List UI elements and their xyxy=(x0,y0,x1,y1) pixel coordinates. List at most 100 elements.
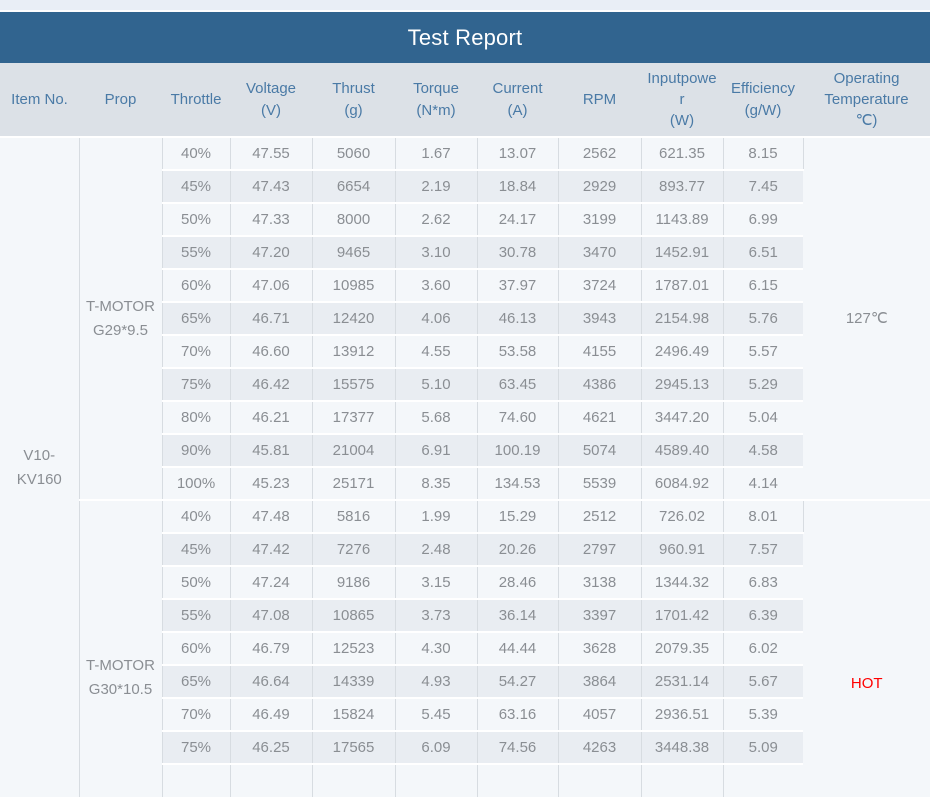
thrust-cell: 25171 xyxy=(312,466,396,500)
table-row: 45% 47.43 6654 2.19 18.84 2929 893.77 7.45 xyxy=(0,169,930,203)
current-cell: 24.17 xyxy=(477,202,559,236)
thrust-cell: 21004 xyxy=(312,433,396,467)
inputpower-cell: 1143.89 xyxy=(641,202,724,236)
rpm-cell: 5074 xyxy=(558,433,642,467)
efficiency-cell: 6.83 xyxy=(723,565,803,599)
voltage-cell: 46.49 xyxy=(230,697,313,731)
throttle-cell: 65% xyxy=(162,664,231,698)
efficiency-cell: 6.39 xyxy=(723,598,803,632)
table-row: 70% 46.49 15824 5.45 63.16 4057 2936.51 5.39 xyxy=(0,697,930,731)
thrust-cell: 14339 xyxy=(312,664,396,698)
throttle-cell: 40% xyxy=(162,136,231,170)
efficiency-cell: 5.57 xyxy=(723,334,803,368)
torque-cell: 6.09 xyxy=(395,730,478,764)
report-body: V10- KV160 T-MOTOR G29*9.5 40% 47.55 5060 1.6… xyxy=(0,136,930,797)
voltage-cell: 47.43 xyxy=(230,169,313,203)
efficiency-cell: 4.58 xyxy=(723,433,803,467)
col-header-inputpower: Inputpowe r (W) xyxy=(641,63,723,137)
page-title: Test Report xyxy=(407,24,523,50)
col-header-item-no: Item No. xyxy=(0,63,79,137)
torque-cell: 3.10 xyxy=(395,235,478,269)
current-cell: 74.56 xyxy=(477,730,559,764)
inputpower-cell: 2531.14 xyxy=(641,664,724,698)
prop-cell: T-MOTOR G29*9.5 xyxy=(79,136,163,500)
torque-cell: 2.48 xyxy=(395,532,478,566)
rpm-cell: 3943 xyxy=(558,301,642,335)
torque-cell: 4.06 xyxy=(395,301,478,335)
torque-cell: 4.93 xyxy=(395,664,478,698)
current-cell: 134.53 xyxy=(477,466,559,500)
torque-cell: 6.91 xyxy=(395,433,478,467)
col-header-thrust: Thrust (g) xyxy=(312,63,395,137)
efficiency-cell: 5.67 xyxy=(723,664,803,698)
throttle-cell: 75% xyxy=(162,367,231,401)
current-cell: 100.19 xyxy=(477,433,559,467)
col-header-voltage: Voltage (V) xyxy=(230,63,312,137)
table-row: 60% 47.06 10985 3.60 37.97 3724 1787.01 6.15 xyxy=(0,268,930,302)
thrust-cell: 7276 xyxy=(312,532,396,566)
torque-cell: 1.99 xyxy=(395,499,478,533)
inputpower-cell: 960.91 xyxy=(641,532,724,566)
temperature-cell: 127℃ xyxy=(803,136,930,500)
throttle-cell: 70% xyxy=(162,697,231,731)
voltage-cell: 47.48 xyxy=(230,499,313,533)
torque-cell: 5.68 xyxy=(395,400,478,434)
inputpower-cell: 2945.13 xyxy=(641,367,724,401)
prop-cell: T-MOTOR G30*10.5 xyxy=(79,499,163,797)
throttle-cell: 55% xyxy=(162,598,231,632)
table-row: V10- KV160 T-MOTOR G29*9.5 40% 47.55 5060 1.6… xyxy=(0,136,930,797)
table-cell xyxy=(723,763,803,797)
throttle-cell: 55% xyxy=(162,235,231,269)
thrust-cell: 12420 xyxy=(312,301,396,335)
current-cell: 63.16 xyxy=(477,697,559,731)
rpm-cell: 4155 xyxy=(558,334,642,368)
table-row: 80% 46.21 17377 5.68 74.60 4621 3447.20 5.04 xyxy=(0,400,930,434)
table-row: 60% 46.79 12523 4.30 44.44 3628 2079.35 6.02 xyxy=(0,631,930,665)
rpm-cell: 3138 xyxy=(558,565,642,599)
voltage-cell: 47.08 xyxy=(230,598,313,632)
report-title-bar: Test Report xyxy=(0,12,930,63)
rpm-cell: 3470 xyxy=(558,235,642,269)
table-row: 70% 46.60 13912 4.55 53.58 4155 2496.49 5.57 xyxy=(0,334,930,368)
inputpower-cell: 2496.49 xyxy=(641,334,724,368)
efficiency-cell: 6.15 xyxy=(723,268,803,302)
inputpower-cell: 2154.98 xyxy=(641,301,724,335)
voltage-cell: 47.06 xyxy=(230,268,313,302)
rpm-cell: 2929 xyxy=(558,169,642,203)
table-cell xyxy=(230,763,313,797)
voltage-cell: 47.33 xyxy=(230,202,313,236)
thrust-cell: 17565 xyxy=(312,730,396,764)
thrust-cell: 15824 xyxy=(312,697,396,731)
torque-cell: 3.15 xyxy=(395,565,478,599)
rpm-cell: 3628 xyxy=(558,631,642,665)
thrust-cell: 6654 xyxy=(312,169,396,203)
current-cell: 36.14 xyxy=(477,598,559,632)
page-top-strip xyxy=(0,0,930,12)
voltage-cell: 46.79 xyxy=(230,631,313,665)
current-cell: 53.58 xyxy=(477,334,559,368)
table-row: 90% 45.81 21004 6.91 100.19 5074 4589.40 4.58 xyxy=(0,433,930,467)
throttle-cell: 40% xyxy=(162,499,231,533)
current-cell: 44.44 xyxy=(477,631,559,665)
inputpower-cell: 1452.91 xyxy=(641,235,724,269)
torque-cell: 4.30 xyxy=(395,631,478,665)
thrust-cell: 13912 xyxy=(312,334,396,368)
inputpower-cell: 2079.35 xyxy=(641,631,724,665)
torque-cell: 3.73 xyxy=(395,598,478,632)
voltage-cell: 47.20 xyxy=(230,235,313,269)
efficiency-cell: 4.14 xyxy=(723,466,803,500)
table-row: 45% 47.42 7276 2.48 20.26 2797 960.91 7.57 xyxy=(0,532,930,566)
throttle-cell: 60% xyxy=(162,268,231,302)
col-header-current: Current (A) xyxy=(477,63,558,137)
throttle-cell: 75% xyxy=(162,730,231,764)
inputpower-cell: 6084.92 xyxy=(641,466,724,500)
throttle-cell: 100% xyxy=(162,466,231,500)
current-cell: 74.60 xyxy=(477,400,559,434)
efficiency-cell: 8.15 xyxy=(723,136,804,170)
rpm-cell: 5539 xyxy=(558,466,642,500)
torque-cell: 1.67 xyxy=(395,136,478,170)
thrust-cell: 5060 xyxy=(312,136,396,170)
thrust-cell: 5816 xyxy=(312,499,396,533)
rpm-cell: 4621 xyxy=(558,400,642,434)
rpm-cell: 2797 xyxy=(558,532,642,566)
